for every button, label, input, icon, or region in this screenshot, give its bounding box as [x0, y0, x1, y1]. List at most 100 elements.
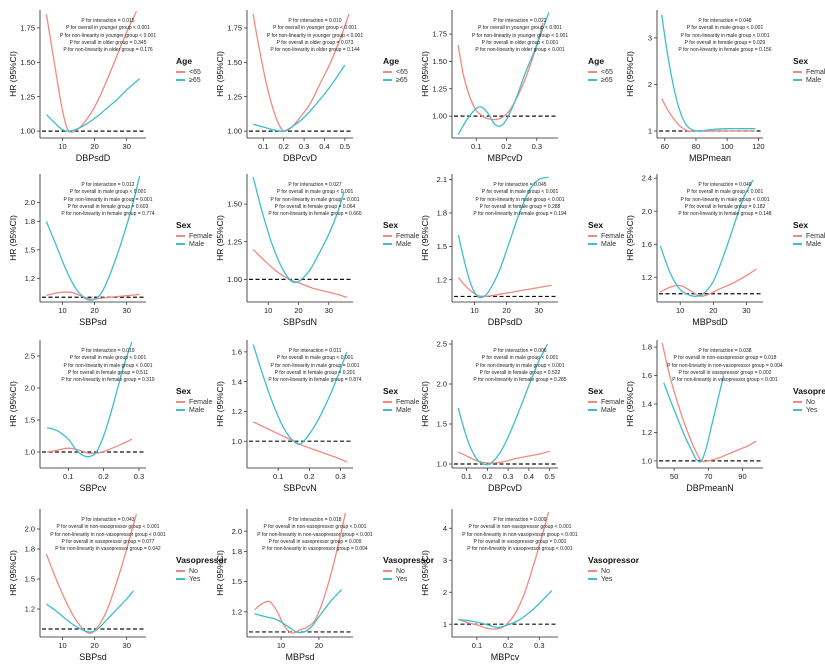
annotation-line: P for non-linearity in non-vasopressor g…: [667, 362, 783, 369]
p-value-annotations: P for interaction = 0.006 P for overall i…: [458, 348, 582, 384]
p-value-annotations: P for interaction = 0.019 P for overall i…: [46, 348, 170, 384]
series-line-65: [45, 11, 137, 133]
legend-entry: Female: [176, 398, 212, 406]
legend-label: Male: [601, 240, 617, 248]
series-line-yes: [46, 590, 134, 633]
legend: Age <65 ≥65: [383, 56, 408, 84]
legend-swatch: [588, 570, 597, 572]
annotation-line: P for non-linearity in non-vasopressor g…: [50, 531, 166, 538]
chart-svg: 1.0 1.2 1.4 1.6 1.8 50 70 90 DBPmeanN HR (95%CI): [625, 340, 763, 493]
legend-entry: <65: [588, 68, 613, 76]
y-tick-label: 2.0: [437, 380, 447, 389]
x-tick-label: 0.5: [340, 142, 350, 151]
series-line-male: [457, 176, 549, 299]
legend-entry: Female: [383, 398, 419, 406]
y-tick-label: 1.4: [642, 400, 652, 409]
y-tick-label: 2.1: [437, 175, 447, 184]
y-tick-label: 2.0: [25, 525, 35, 534]
x-tick-label: 0.1: [63, 472, 73, 481]
series-line-65: [252, 64, 346, 132]
x-tick-label: 0.1: [472, 641, 482, 650]
legend-entry: Male: [793, 240, 825, 248]
y-axis-label: HR (95%CI): [8, 215, 18, 261]
legend-label: No: [806, 398, 815, 406]
legend-label: No: [396, 567, 405, 575]
y-tick-label: 1.4: [232, 377, 242, 386]
y-axis-label: HR (95%CI): [8, 550, 18, 596]
chart-svg: 1 2 3 4 0.1 0.2 0.3 MBPcv HR (95%CI): [420, 509, 558, 662]
y-tick-label: 4: [443, 524, 447, 533]
x-tick-label: 20: [315, 641, 323, 650]
series-line-male: [45, 175, 141, 301]
legend-entry: No: [176, 567, 227, 575]
series-line-female: [661, 98, 756, 133]
legend-entry: Male: [588, 406, 624, 414]
y-tick-label: 1.2: [25, 274, 35, 283]
y-tick-label: 2.0: [25, 384, 35, 393]
legend-entry: Male: [176, 406, 212, 414]
chart-svg: 1.00 1.25 1.50 1.75 0.1 0.2 0.3 MBPcvD HR (95%CI…: [420, 10, 558, 163]
x-tick-label: 20: [90, 306, 98, 315]
y-tick-label: 1.0: [642, 456, 652, 465]
legend-entry: Female: [176, 232, 212, 240]
legend-title: Sex: [793, 56, 809, 66]
x-tick-label: 0.3: [503, 472, 513, 481]
annotation-line: P for interaction = 0.022: [493, 18, 547, 24]
legend-swatch: [176, 71, 185, 73]
p-value-annotations: P for interaction = 0.022 P for overall i…: [458, 18, 582, 54]
y-tick-label: 1.75: [20, 23, 35, 32]
legend-label: Female: [189, 232, 213, 240]
legend-title: Age: [588, 56, 605, 66]
chart-svg: 1.2 1.5 1.8 2.0 10 20 30 SBPsd HR (95%CI): [8, 509, 146, 662]
y-tick-label: 2.5: [25, 352, 35, 361]
annotation-line: P for non-linearity in male group < 0.00…: [475, 196, 565, 203]
y-tick-label: 1.8: [232, 547, 242, 556]
legend-label: Yes: [396, 575, 408, 583]
annotation-line: P for interaction = 0.009: [493, 517, 547, 523]
x-axis-label: DBPcvD: [283, 153, 318, 163]
legend-label: Female: [806, 232, 825, 240]
annotation-line: P for non-linearity in older group = 0.1…: [63, 47, 153, 54]
y-tick-label: 1.2: [437, 275, 447, 284]
y-tick-label: 3: [443, 556, 447, 565]
annotation-line: P for overall in non-vasopressor group <…: [468, 524, 572, 531]
annotation-line: P for non-linearity in younger group < 0…: [471, 32, 569, 39]
series-line-male: [659, 179, 754, 298]
legend-swatch: [176, 578, 185, 580]
legend-entry: Yes: [793, 406, 825, 414]
y-tick-label: 1.25: [227, 237, 242, 246]
annotation-line: P for non-linearity in male group < 0.00…: [680, 196, 770, 203]
chart-panel-sbpsd: 1.2 1.5 1.8 2.0 10 20 30 SBPsd HR (95%CI) P for i…: [8, 503, 227, 665]
annotation-line: P for overall in female group = 0.029: [684, 39, 766, 46]
chart-panel-dbpsdd: 1.2 1.5 1.8 2.1 10 20 30 DBPsdD HR (95%CI) P for …: [420, 168, 624, 330]
legend-swatch: [383, 71, 392, 73]
chart-panel-dbpcvd: 1.0 1.5 2.0 2.5 0.1 0.2 0.3 0.4 0.5 DBPcvD HR (95%…: [420, 334, 624, 496]
x-axis-label: SBPsd: [79, 317, 107, 327]
y-tick-label: 1.0: [437, 460, 447, 469]
annotation-line: P for overall in male group < 0.001: [276, 355, 354, 362]
series-line-male: [661, 14, 756, 132]
legend-label: <65: [601, 68, 613, 76]
y-tick-label: 2.0: [642, 207, 652, 216]
chart-panel-dbpmeann: 1.0 1.2 1.4 1.6 1.8 50 70 90 DBPmeanN HR (95%CI) P…: [625, 334, 825, 496]
y-tick-label: 1.5: [437, 420, 447, 429]
legend-entry: Female: [383, 232, 419, 240]
x-tick-label: 0.1: [461, 472, 471, 481]
x-tick-label: 0.2: [501, 142, 511, 151]
annotation-line: P for overall in male group < 0.001: [69, 189, 147, 196]
annotation-line: P for overall in older group = 0.073: [276, 39, 354, 46]
annotation-line: P for overall in non-vasopressor group <…: [263, 524, 367, 531]
annotation-line: P for overall in male group < 0.001: [69, 355, 147, 362]
chart-svg: 1.00 1.25 1.50 1.75 0.1 0.2 0.3 0.4 0.5 DBPcvD HR …: [215, 10, 353, 163]
x-tick-label: 0.1: [471, 142, 481, 151]
series-line-yes: [663, 375, 725, 463]
legend-swatch: [588, 243, 597, 245]
y-tick-label: 1.50: [227, 200, 242, 209]
legend-title: Vasopressor: [588, 555, 640, 565]
legend-label: No: [189, 567, 198, 575]
x-axis-label: MBPcvD: [487, 153, 523, 163]
y-tick-label: 2: [443, 588, 447, 597]
